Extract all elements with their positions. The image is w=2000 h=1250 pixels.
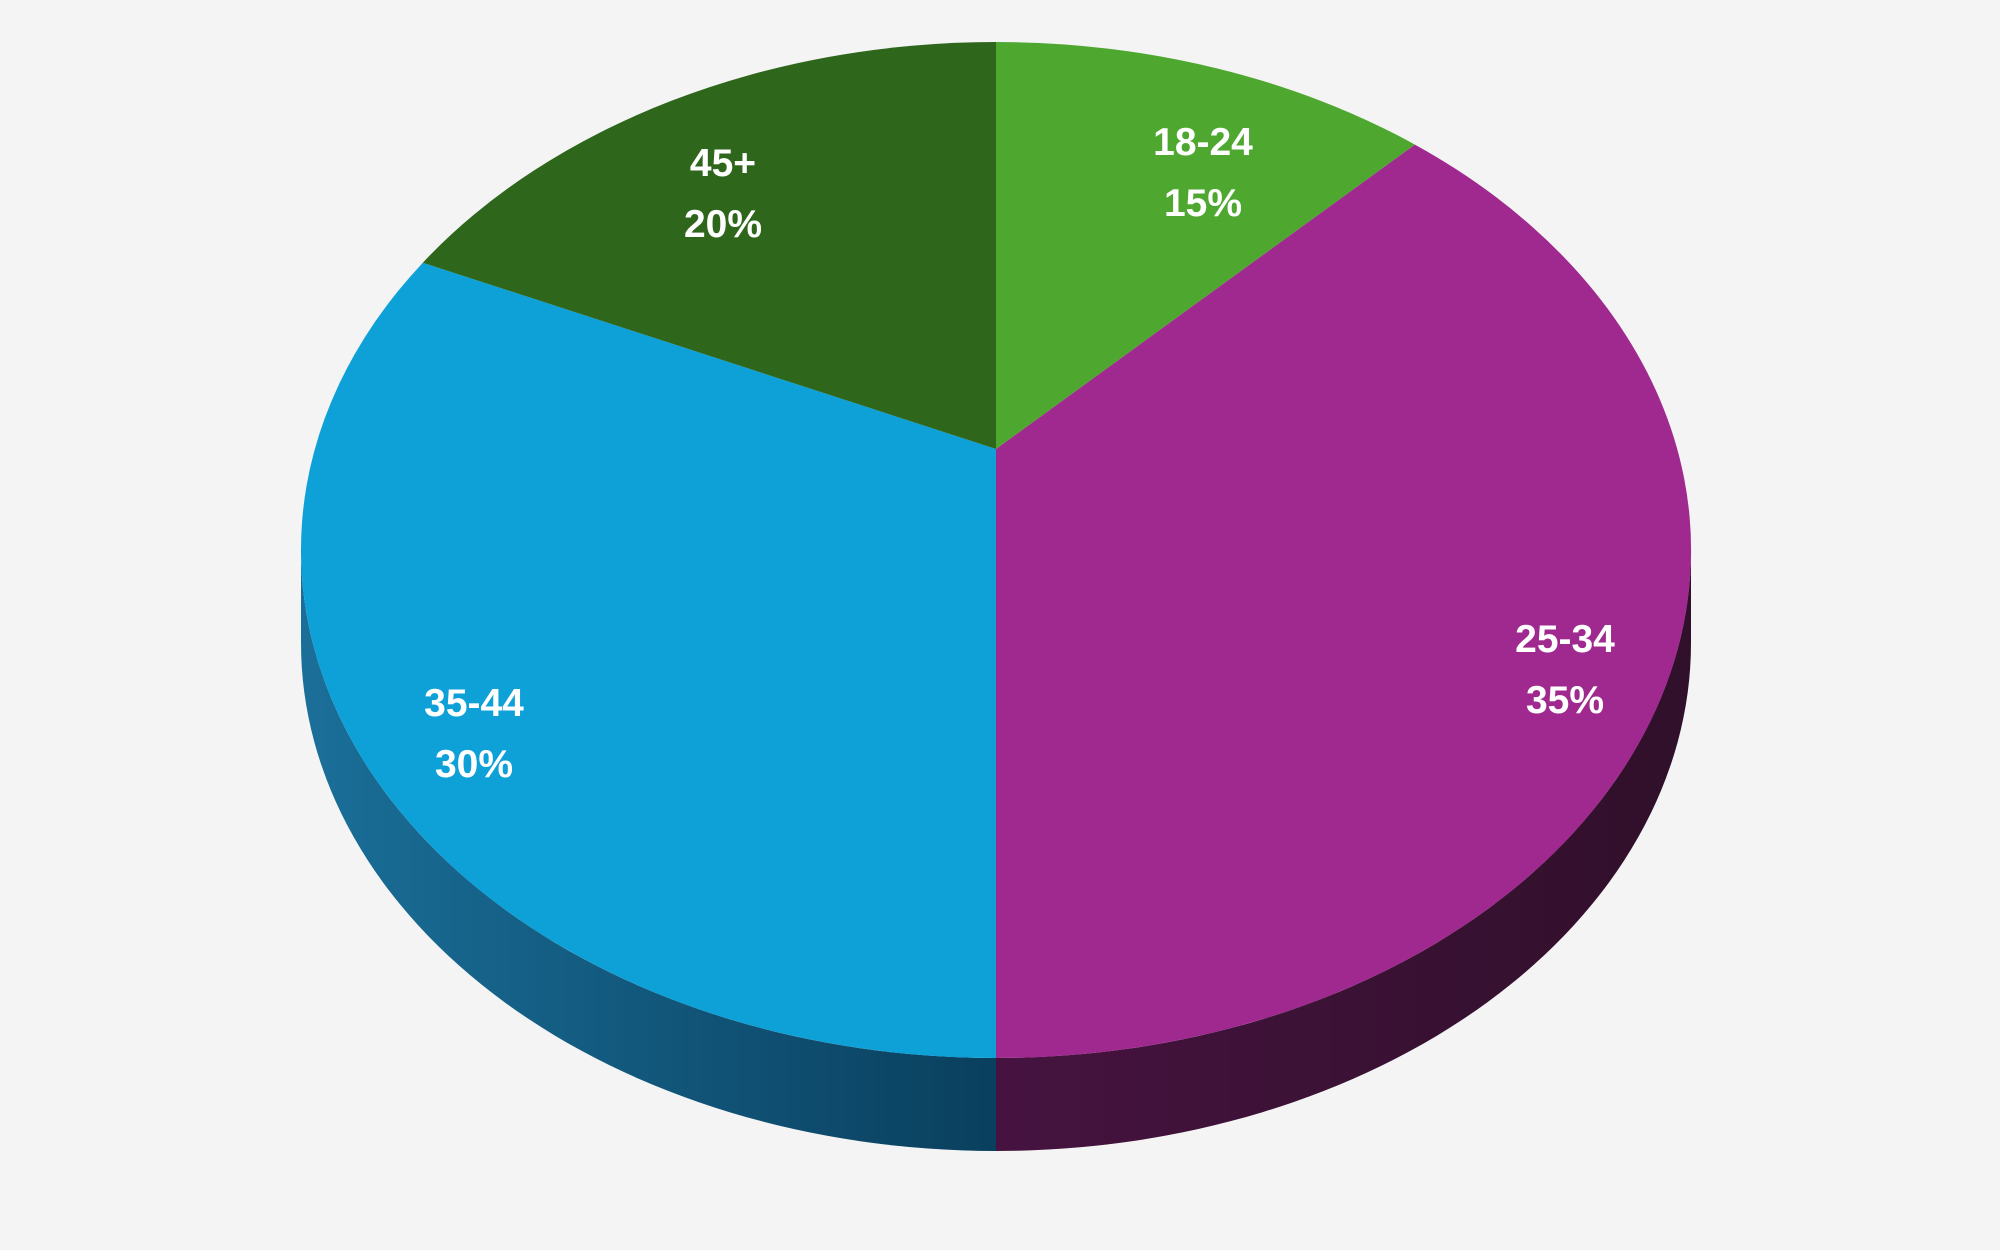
pie-side-right: [996, 550, 1691, 1151]
pie-side-left: [301, 550, 996, 1151]
slice-label: 25-34: [1515, 618, 1615, 661]
slice-value-label: 15%: [1164, 182, 1242, 225]
slice-label: 18-24: [1153, 121, 1253, 164]
slice-value-label: 35%: [1526, 679, 1604, 722]
slice-value-label: 20%: [684, 203, 762, 246]
pie-slice-35-44: [300, 262, 996, 1058]
pie-slice-45+: [422, 42, 996, 449]
slice-label: 35-44: [424, 682, 524, 725]
slice-label: 45+: [690, 142, 756, 185]
pie-slice-25-34: [996, 144, 1692, 1059]
slice-value-label: 30%: [435, 743, 513, 786]
pie-slice-18-24: [996, 41, 1415, 449]
